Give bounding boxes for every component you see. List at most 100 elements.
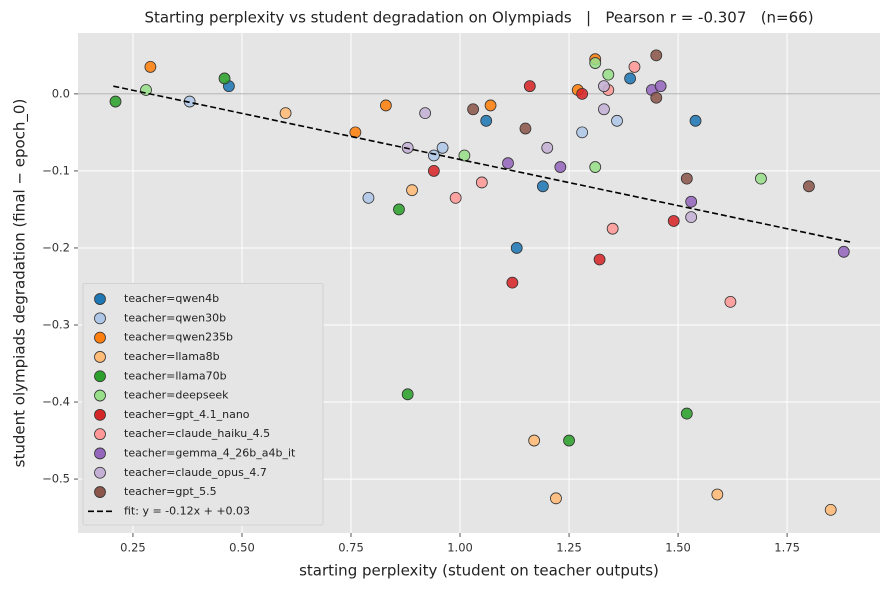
point — [598, 80, 610, 93]
point — [467, 103, 480, 116]
point — [406, 184, 418, 197]
point — [362, 191, 375, 204]
x-tick-label: 1.75 — [774, 541, 800, 555]
legend-label: teacher=claude_opus_4.7 — [124, 466, 267, 479]
x-tick-label: 0.75 — [338, 541, 364, 555]
point — [650, 49, 663, 62]
point — [109, 95, 122, 108]
y-tick-label: −0.2 — [42, 240, 70, 254]
x-tick-label: 0.50 — [229, 541, 255, 555]
point — [837, 245, 850, 258]
legend-label: teacher=gpt_5.5 — [124, 485, 217, 498]
point — [401, 388, 414, 401]
point — [576, 87, 589, 100]
point — [393, 203, 405, 216]
legend-swatch — [94, 370, 106, 383]
legend-swatch — [94, 389, 106, 402]
legend-label: teacher=gpt_4.1_nano — [124, 408, 250, 421]
point — [685, 211, 698, 224]
legend: teacher=qwen4b teacher=qwen30b teacher=qwe… — [82, 282, 324, 526]
y-tick-label: −0.1 — [42, 163, 70, 177]
point — [680, 172, 693, 185]
legend-label: teacher=qwen30b — [124, 311, 226, 324]
y-tick-label: −0.4 — [42, 395, 70, 409]
point — [611, 114, 623, 127]
legend-label: teacher=deepseek — [124, 389, 229, 402]
x-tick-label: 1.50 — [665, 541, 691, 555]
point — [436, 141, 449, 154]
legend-label: teacher=claude_haiku_4.5 — [124, 427, 270, 440]
point — [144, 60, 157, 73]
y-tick-label: −0.5 — [42, 472, 70, 486]
point — [803, 180, 815, 193]
chart-title: Starting perplexity vs student degradati… — [144, 9, 813, 27]
point — [536, 180, 549, 193]
legend-swatch — [94, 351, 106, 363]
point — [685, 195, 698, 208]
point — [218, 72, 231, 85]
point — [598, 103, 610, 116]
point — [449, 191, 462, 204]
legend-swatch — [94, 486, 106, 498]
point — [427, 149, 440, 162]
point — [279, 107, 292, 120]
legend-label: fit: y = -0.12x + +0.03 — [124, 504, 250, 517]
point — [628, 60, 641, 73]
point — [711, 488, 724, 501]
point — [602, 68, 615, 81]
point — [541, 141, 554, 154]
point — [523, 80, 536, 93]
point — [419, 107, 432, 120]
point — [624, 72, 637, 85]
point — [550, 492, 562, 505]
legend-swatch — [94, 447, 106, 460]
point — [427, 165, 440, 177]
point — [689, 114, 702, 127]
point — [755, 172, 767, 185]
legend-label: teacher=gemma_4_26b_a4b_it — [124, 446, 296, 459]
x-tick-label: 1.00 — [447, 541, 473, 555]
point — [510, 242, 523, 254]
legend-swatch — [94, 408, 106, 421]
point — [484, 99, 497, 112]
legend-swatch — [94, 331, 106, 344]
x-axis-label: starting perplexity (student on teacher … — [299, 562, 659, 580]
point — [480, 114, 493, 127]
point — [528, 434, 541, 447]
legend-swatch — [94, 293, 106, 305]
y-axis-label: student olympiads degradation (final − e… — [11, 99, 30, 468]
point — [379, 99, 392, 112]
point — [589, 161, 602, 173]
point — [563, 434, 575, 447]
point — [654, 80, 667, 93]
point — [576, 126, 589, 139]
legend-swatch — [94, 466, 106, 479]
point — [458, 149, 471, 162]
legend-swatch — [94, 428, 106, 441]
point — [824, 503, 837, 516]
point — [475, 176, 488, 189]
point — [589, 57, 602, 69]
point — [724, 295, 737, 308]
legend-label: teacher=llama70b — [124, 369, 227, 382]
x-tick-label: 0.25 — [120, 541, 146, 555]
legend-label: teacher=llama8b — [124, 350, 220, 363]
y-tick-label: −0.3 — [42, 317, 70, 331]
point — [593, 253, 606, 266]
point — [554, 161, 567, 173]
point — [502, 157, 514, 170]
point — [667, 215, 680, 227]
point — [506, 276, 519, 289]
point — [650, 91, 663, 104]
point — [606, 222, 619, 235]
y-tick-label: 0.0 — [52, 86, 70, 100]
legend-label: teacher=qwen235b — [124, 331, 233, 344]
legend-swatch — [94, 312, 106, 325]
x-tick-label: 1.25 — [556, 541, 582, 555]
point — [519, 122, 532, 135]
legend-label: teacher=qwen4b — [124, 292, 219, 305]
point — [680, 407, 693, 420]
legend-box — [82, 282, 324, 526]
